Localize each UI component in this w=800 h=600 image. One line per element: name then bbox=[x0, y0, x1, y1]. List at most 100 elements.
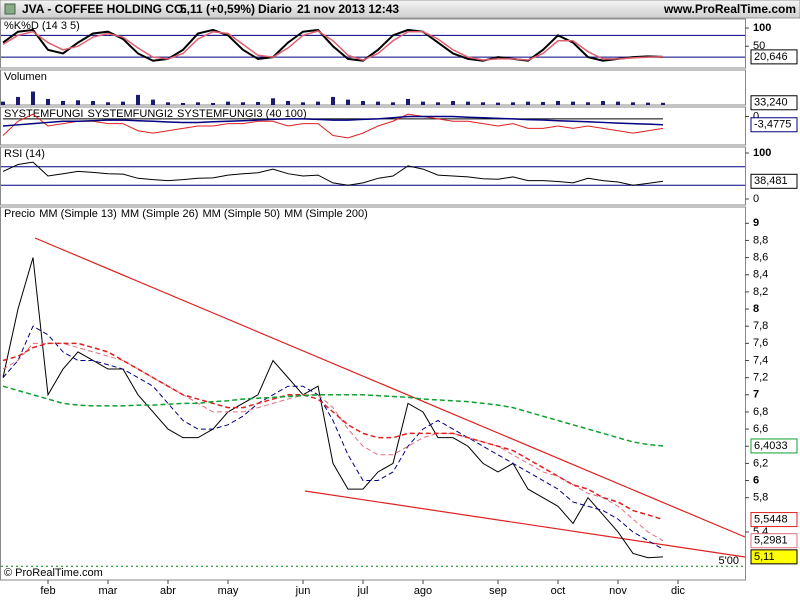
series-line bbox=[2, 30, 664, 61]
bar bbox=[151, 99, 155, 105]
legend-entry: MM (Simple 26) bbox=[121, 208, 199, 220]
x-tick-label: sep bbox=[489, 585, 507, 597]
y-tick-label: 7,8 bbox=[753, 320, 768, 332]
y-tick-label: 7,4 bbox=[753, 354, 768, 366]
last-value-label: 6,4033 bbox=[754, 440, 788, 452]
period: Diario bbox=[258, 2, 292, 16]
bar bbox=[136, 94, 140, 105]
y-tick-label: 100 bbox=[753, 22, 771, 34]
y-tick-label: 8,8 bbox=[753, 234, 768, 246]
header-bar bbox=[0, 0, 800, 19]
bar bbox=[451, 100, 455, 105]
x-tick-label: nov bbox=[609, 585, 627, 597]
panel-title: %K%D (14 3 5) bbox=[4, 20, 80, 32]
y-tick-label: 0 bbox=[753, 110, 759, 122]
y-tick-label: 6,8 bbox=[753, 406, 768, 418]
bar bbox=[1, 101, 5, 105]
last-value-box bbox=[750, 512, 798, 528]
bar bbox=[166, 102, 170, 105]
last-value-box bbox=[750, 549, 798, 565]
legend-entry: SYSTEMFUNGI2 bbox=[87, 108, 173, 120]
bar bbox=[556, 100, 560, 105]
instrument: JVA - COFFEE HOLDING CO. bbox=[22, 2, 187, 16]
legend-entry: MM (Simple 13) bbox=[39, 208, 117, 220]
bar bbox=[571, 101, 575, 105]
panel-title: Volumen bbox=[4, 71, 47, 83]
series-line bbox=[2, 342, 664, 542]
bar bbox=[586, 102, 590, 105]
last-value-box bbox=[750, 438, 798, 454]
trendline-upper bbox=[34, 237, 746, 538]
y-tick-label: 6,6 bbox=[753, 423, 768, 435]
y-tick-label: 7,6 bbox=[753, 337, 768, 349]
series-line bbox=[2, 385, 664, 447]
series-line bbox=[2, 115, 664, 127]
y-tick-label: 100 bbox=[753, 147, 771, 159]
bar bbox=[76, 100, 80, 105]
y-tick-label: 8 bbox=[753, 303, 759, 315]
bar bbox=[91, 100, 95, 105]
trendline-lower bbox=[304, 490, 746, 558]
y-tick-label: 9 bbox=[753, 217, 759, 229]
x-tick-label: jul bbox=[356, 585, 368, 597]
bar bbox=[196, 102, 200, 105]
y-tick-label: 7,2 bbox=[753, 372, 768, 384]
bar bbox=[121, 101, 125, 105]
legend-entry: SYSTEMFUNGI bbox=[4, 108, 83, 120]
bar bbox=[346, 99, 350, 105]
bar bbox=[481, 102, 485, 105]
last-price: 5,11 (+0,59%) bbox=[180, 2, 255, 16]
bar bbox=[286, 100, 290, 105]
y-tick-label: 8,6 bbox=[753, 251, 768, 263]
bar bbox=[496, 102, 500, 105]
y-tick-label: 8,4 bbox=[753, 269, 768, 281]
last-value-label: -3,4775 bbox=[754, 119, 791, 131]
bar bbox=[391, 102, 395, 105]
bar bbox=[406, 98, 410, 105]
bar bbox=[106, 102, 110, 105]
y-tick-label: 8,2 bbox=[753, 286, 768, 298]
legend-entry: MM (Simple 200) bbox=[284, 208, 368, 220]
x-tick-label: feb bbox=[40, 585, 55, 597]
y-tick-label: 6 bbox=[753, 474, 759, 486]
series-line bbox=[2, 257, 664, 559]
bar bbox=[436, 102, 440, 105]
y-tick-label: 0 bbox=[753, 193, 759, 205]
y-tick-label: 7 bbox=[753, 389, 759, 401]
last-value-box bbox=[750, 49, 798, 65]
series-line bbox=[2, 161, 664, 186]
x-tick-label: oct bbox=[551, 585, 566, 597]
bar bbox=[466, 101, 470, 105]
bar bbox=[421, 101, 425, 105]
last-value-label: 5,11 bbox=[754, 551, 775, 563]
last-value-label: 5,2981 bbox=[754, 535, 788, 547]
logo-icon bbox=[4, 3, 16, 15]
bar bbox=[226, 101, 230, 105]
site: www.ProRealTime.com bbox=[663, 2, 796, 16]
last-value-label: 5,5448 bbox=[754, 513, 788, 525]
bar bbox=[511, 102, 515, 105]
bar bbox=[541, 101, 545, 105]
bar bbox=[646, 102, 650, 105]
bar bbox=[46, 98, 50, 105]
bar bbox=[661, 102, 665, 105]
series-line bbox=[2, 113, 664, 139]
bar bbox=[211, 102, 215, 105]
bar bbox=[271, 98, 275, 105]
last-value-box bbox=[750, 533, 798, 549]
bar bbox=[526, 101, 530, 105]
bar bbox=[376, 101, 380, 105]
x-tick-label: jun bbox=[295, 585, 311, 597]
x-tick-label: abr bbox=[160, 585, 176, 597]
series-line bbox=[2, 325, 664, 550]
bar bbox=[181, 102, 185, 105]
footer: © ProRealTime.com bbox=[4, 567, 103, 579]
last-value-label: 20,646 bbox=[754, 51, 788, 63]
level-label: 5'00 bbox=[719, 555, 739, 567]
bar bbox=[631, 102, 635, 105]
y-tick-label: 50 bbox=[753, 40, 765, 52]
x-tick-label: dic bbox=[671, 585, 686, 597]
x-tick-label: may bbox=[218, 585, 239, 597]
bar bbox=[361, 100, 365, 105]
